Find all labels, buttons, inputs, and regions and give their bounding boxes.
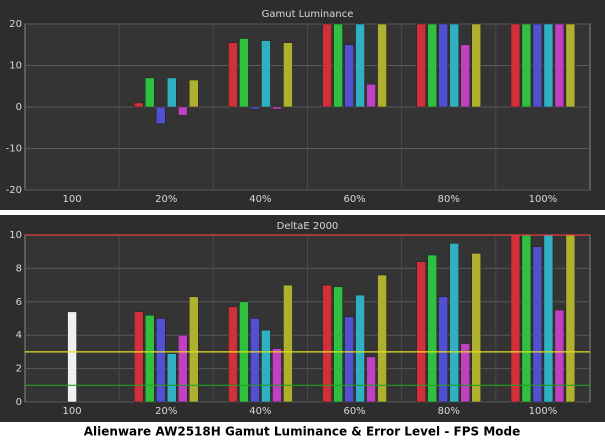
bar: [565, 234, 576, 403]
bar: [554, 23, 565, 108]
bar: [460, 44, 470, 108]
x-tick-label: 40%: [249, 194, 271, 205]
bar: [145, 77, 155, 108]
bar: [250, 318, 260, 403]
caption: Alienware AW2518H Gamut Luminance & Erro…: [84, 425, 520, 439]
x-tick-label: 100%: [529, 406, 558, 417]
x-tick-label: 20%: [155, 406, 177, 417]
y-tick-label: 6: [16, 297, 22, 308]
bar: [355, 23, 365, 108]
bar: [416, 23, 426, 108]
y-tick-label: 0: [16, 397, 22, 408]
bar: [272, 106, 282, 110]
x-tick-label: 20%: [155, 194, 177, 205]
x-tick-label: 60%: [343, 406, 365, 417]
bar: [67, 311, 77, 403]
bar: [510, 234, 521, 403]
bar: [355, 294, 365, 403]
bar: [377, 274, 387, 403]
x-tick-label: 100%: [529, 194, 558, 205]
bar: [156, 318, 166, 403]
bar: [344, 44, 354, 108]
y-tick-label: 0: [16, 102, 22, 113]
x-tick-label: 40%: [249, 406, 271, 417]
bar: [554, 309, 565, 403]
y-tick-label: 4: [16, 330, 22, 341]
x-tick-label: 60%: [343, 194, 365, 205]
bar: [510, 23, 521, 108]
bar: [543, 23, 554, 108]
x-tick-label: 100: [63, 406, 82, 417]
bar: [333, 23, 343, 108]
y-tick-label: 8: [16, 263, 22, 274]
y-tick-label: -20: [6, 185, 22, 196]
chart-title: Gamut Luminance: [262, 9, 354, 20]
bar: [167, 353, 177, 403]
bar: [178, 334, 188, 403]
bar: [427, 254, 437, 403]
bar: [322, 284, 332, 403]
y-tick-label: 20: [9, 19, 22, 30]
bar: [449, 23, 459, 108]
bar: [532, 23, 543, 108]
bar: [565, 23, 576, 108]
bar: [543, 234, 554, 403]
bar: [333, 286, 343, 403]
bar: [261, 40, 271, 108]
bar: [438, 296, 448, 403]
bar: [228, 306, 238, 403]
y-tick-label: 2: [16, 364, 22, 375]
bar: [471, 23, 481, 108]
bar: [261, 329, 271, 403]
bar: [239, 38, 249, 108]
y-tick-label: -10: [6, 144, 22, 155]
y-tick-label: 10: [9, 230, 22, 241]
bar: [167, 77, 177, 108]
bar: [366, 356, 376, 403]
bar: [322, 23, 332, 108]
bar: [189, 79, 199, 108]
bar: [134, 102, 144, 108]
bar: [366, 83, 376, 108]
y-tick-label: 10: [9, 61, 22, 72]
bar: [145, 314, 155, 403]
x-tick-label: 80%: [438, 406, 460, 417]
bar: [521, 234, 532, 403]
bar: [283, 284, 293, 403]
bar: [460, 343, 470, 403]
bar: [377, 23, 387, 108]
bar: [471, 253, 481, 403]
bar: [189, 296, 199, 403]
bar: [178, 106, 188, 116]
bar: [134, 311, 144, 403]
bar: [272, 348, 282, 403]
x-tick-label: 100: [63, 194, 82, 205]
bar: [521, 23, 532, 108]
chart-title: DeltaE 2000: [277, 221, 339, 232]
bar: [438, 23, 448, 108]
bar: [156, 106, 166, 124]
bar: [283, 42, 293, 108]
bar: [427, 23, 437, 108]
bar: [228, 42, 238, 108]
bar: [344, 316, 354, 403]
x-tick-label: 80%: [438, 194, 460, 205]
bar: [416, 261, 426, 403]
bar: [532, 246, 543, 403]
bar: [250, 106, 260, 110]
bar: [449, 243, 459, 403]
